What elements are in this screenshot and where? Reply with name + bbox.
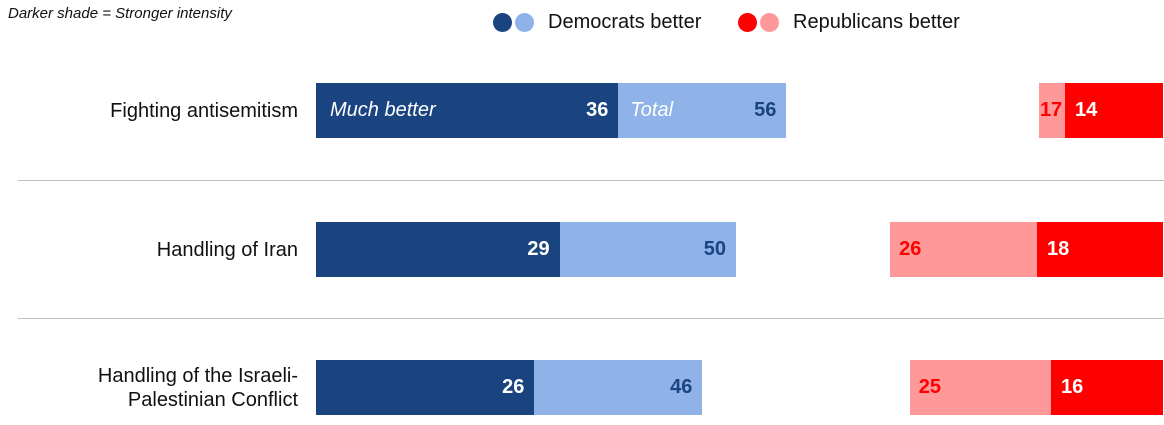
- row-divider-2: [18, 318, 1164, 319]
- much-better-label: Much better: [330, 99, 436, 121]
- category-label: Fighting antisemitism: [110, 99, 298, 122]
- legend-rep-dark-dot: [738, 13, 757, 32]
- legend-republicans-label: Republicans better: [793, 11, 960, 33]
- legend-democrats: Democrats better: [493, 11, 701, 34]
- legend-dem-light-dot: [515, 13, 534, 32]
- rep-total-bar: [909, 360, 1051, 415]
- rep-much-value: 16: [1061, 376, 1084, 398]
- rep-total-value: 25: [918, 376, 941, 398]
- dem-much-value: 26: [502, 376, 525, 398]
- category-label: Handling of Iran: [156, 238, 298, 261]
- dem-total-value: 50: [703, 238, 726, 260]
- rep-total-value: 17: [1039, 99, 1063, 121]
- dem-much-value: 36: [586, 99, 609, 121]
- rep-much-value: 18: [1047, 238, 1070, 260]
- total-label: Total: [630, 99, 674, 121]
- legend-rep-light-dot: [760, 13, 779, 32]
- dem-much-bar: [316, 360, 535, 415]
- rep-much-bar: [1065, 83, 1163, 138]
- rep-much-bar: [1037, 222, 1163, 277]
- dem-much-bar: [316, 83, 619, 138]
- legend-democrats-label: Democrats better: [548, 11, 702, 33]
- rep-total-bar: [1038, 83, 1065, 138]
- rep-much-bar: [1051, 360, 1163, 415]
- rep-total-bar: [890, 222, 1037, 277]
- intensity-note: Darker shade = Stronger intensity: [8, 5, 232, 22]
- rep-much-value: 14: [1075, 99, 1098, 121]
- dem-much-value: 29: [527, 238, 550, 260]
- legend-dem-dark-dot: [493, 13, 512, 32]
- category-label: Handling of the Israeli-Palestinian Conf…: [97, 364, 298, 411]
- dem-total-value: 56: [754, 99, 777, 121]
- dem-total-value: 46: [670, 376, 693, 398]
- legend-republicans: Republicans better: [738, 11, 960, 34]
- dem-much-bar: [316, 222, 560, 277]
- row-divider-1: [18, 180, 1164, 181]
- rep-total-value: 26: [899, 238, 922, 260]
